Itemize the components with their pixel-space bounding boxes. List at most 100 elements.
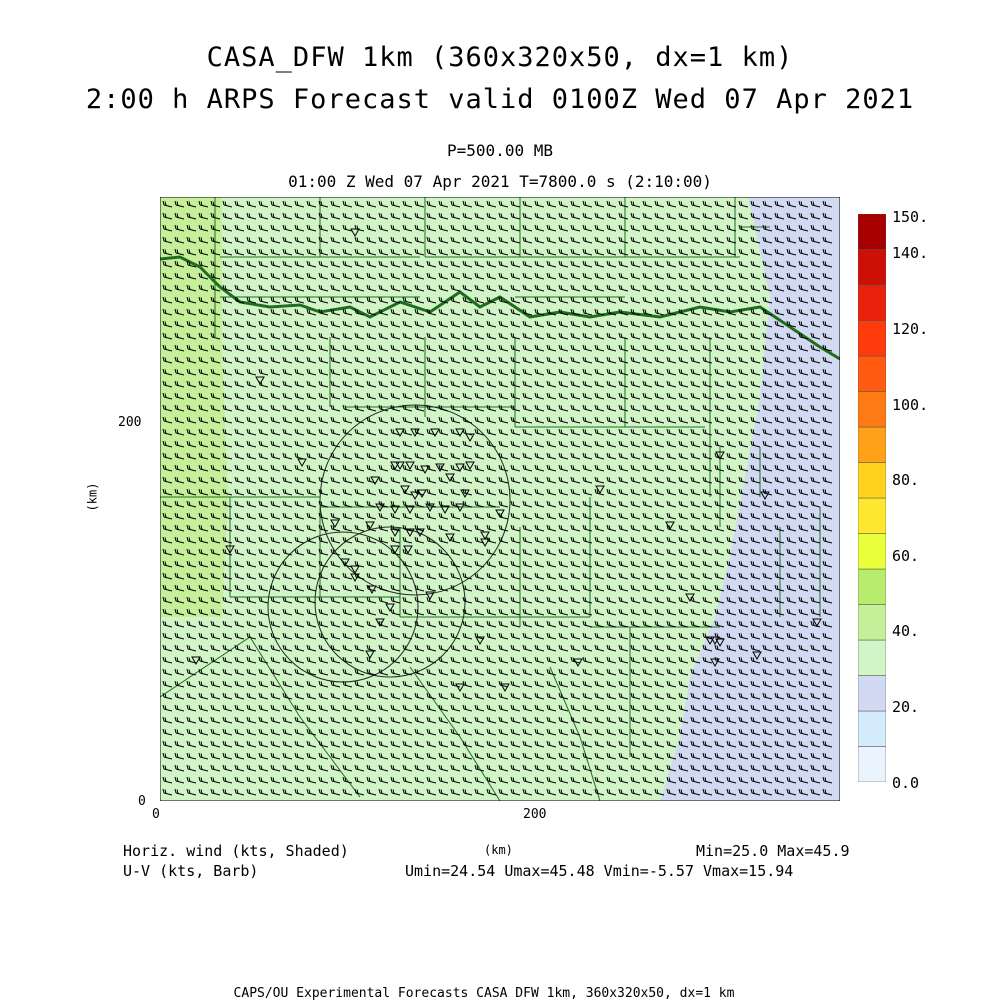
site-marker <box>425 503 435 513</box>
wind-barb <box>462 536 473 544</box>
wind-barb <box>258 776 269 784</box>
wind-barb <box>654 788 665 796</box>
wind-barb <box>426 308 437 316</box>
wind-barb <box>786 212 797 220</box>
wind-barb <box>426 236 437 244</box>
wind-barb <box>270 584 281 592</box>
wind-barb <box>162 740 173 748</box>
wind-barb <box>306 368 317 376</box>
wind-barb <box>186 500 197 508</box>
wind-barb <box>330 368 341 376</box>
wind-barb <box>306 740 317 748</box>
wind-barb <box>186 644 197 652</box>
wind-barb <box>750 464 761 472</box>
wind-barb <box>822 380 833 388</box>
wind-barb <box>654 392 665 400</box>
wind-barb <box>798 296 809 304</box>
wind-barb <box>222 416 233 424</box>
wind-barb <box>294 416 305 424</box>
wind-barb <box>534 404 545 412</box>
wind-barb <box>354 524 365 532</box>
wind-barb <box>402 584 413 592</box>
wind-barb <box>318 356 329 364</box>
wind-barb <box>654 476 665 484</box>
wind-barb <box>174 716 185 724</box>
wind-barb <box>366 764 377 772</box>
colorbar-segment <box>858 320 886 357</box>
wind-barb <box>738 572 749 580</box>
wind-barb <box>414 296 425 304</box>
wind-barb <box>618 272 629 280</box>
wind-barb <box>438 716 449 724</box>
wind-barb <box>702 668 713 676</box>
wind-barb <box>726 560 737 568</box>
wind-barb <box>498 332 509 340</box>
wind-barb <box>630 632 641 640</box>
shade-40-50-west <box>160 197 228 617</box>
wind-barb <box>606 572 617 580</box>
wind-barb <box>702 680 713 688</box>
wind-barb <box>618 512 629 520</box>
wind-barb <box>318 452 329 460</box>
wind-barb <box>270 260 281 268</box>
wind-barb <box>690 488 701 496</box>
wind-barb <box>810 500 821 508</box>
wind-barb <box>294 476 305 484</box>
wind-barb <box>678 272 689 280</box>
wind-barb <box>306 248 317 256</box>
wind-barb <box>282 308 293 316</box>
wind-barb <box>522 632 533 640</box>
wind-barb <box>762 308 773 316</box>
wind-barb <box>186 380 197 388</box>
wind-barb <box>630 308 641 316</box>
wind-barb <box>210 596 221 604</box>
wind-barb <box>342 584 353 592</box>
wind-barb <box>522 332 533 340</box>
wind-barb <box>594 356 605 364</box>
wind-barb <box>786 608 797 616</box>
wind-barb <box>762 788 773 796</box>
wind-barb <box>618 620 629 628</box>
wind-barb <box>558 356 569 364</box>
wind-barb <box>402 536 413 544</box>
wind-barb <box>498 236 509 244</box>
wind-barb <box>378 488 389 496</box>
wind-barb <box>234 548 245 556</box>
wind-barb <box>690 380 701 388</box>
wind-barb <box>510 524 521 532</box>
wind-barb <box>726 608 737 616</box>
wind-barb <box>378 440 389 448</box>
wind-barb <box>390 308 401 316</box>
wind-barb <box>654 668 665 676</box>
wind-barb <box>186 548 197 556</box>
wind-barb <box>594 644 605 652</box>
wind-barb <box>306 452 317 460</box>
wind-barb <box>486 512 497 520</box>
wind-barb <box>486 416 497 424</box>
wind-barb <box>642 656 653 664</box>
wind-barb <box>342 464 353 472</box>
wind-barb <box>678 260 689 268</box>
wind-barb <box>462 284 473 292</box>
wind-barb <box>450 668 461 676</box>
wind-barb <box>726 596 737 604</box>
wind-barb <box>810 380 821 388</box>
wind-barb <box>810 284 821 292</box>
wind-barb <box>582 548 593 556</box>
wind-barb <box>750 404 761 412</box>
wind-barb <box>450 620 461 628</box>
wind-barb <box>270 272 281 280</box>
wind-barb <box>618 416 629 424</box>
wind-barb <box>690 692 701 700</box>
wind-barb <box>810 704 821 712</box>
wind-barb <box>642 704 653 712</box>
wind-barb <box>474 320 485 328</box>
wind-barb <box>606 248 617 256</box>
wind-barb <box>810 464 821 472</box>
wind-barb <box>606 668 617 676</box>
wind-barb <box>438 284 449 292</box>
colorbar-segment <box>858 462 886 499</box>
wind-barb <box>246 788 257 796</box>
wind-barb <box>414 656 425 664</box>
wind-barb <box>702 692 713 700</box>
